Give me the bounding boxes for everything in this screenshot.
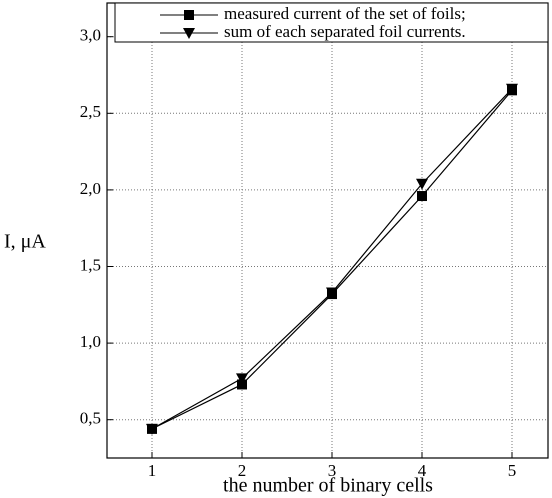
point <box>417 191 427 202</box>
x-tick-label: 1 <box>148 461 157 480</box>
legend-label: sum of each separated foil currents. <box>224 22 466 41</box>
y-tick-label: 2,5 <box>80 102 101 121</box>
point <box>236 373 248 385</box>
legend-marker <box>184 10 194 20</box>
y-tick-label: 3,0 <box>80 26 101 45</box>
x-tick-label: 3 <box>328 461 337 480</box>
y-tick-label: 1,0 <box>80 332 101 351</box>
point <box>237 379 247 390</box>
legend-label: measured current of the set of foils; <box>224 4 466 23</box>
point <box>326 287 338 299</box>
x-axis-label: the number of binary cells <box>223 475 433 497</box>
legend-marker <box>183 28 195 39</box>
plot-frame <box>106 2 549 459</box>
point <box>146 423 158 435</box>
x-tick-label: 5 <box>508 461 517 480</box>
x-tick-label: 2 <box>238 461 247 480</box>
y-axis-label: I, μA <box>4 231 46 253</box>
y-tick-label: 0,5 <box>80 409 101 428</box>
y-tick-label: 1,5 <box>80 255 101 274</box>
y-tick-label: 2,0 <box>80 179 101 198</box>
point <box>506 83 518 95</box>
x-tick-label: 4 <box>418 461 427 480</box>
point <box>416 178 428 190</box>
